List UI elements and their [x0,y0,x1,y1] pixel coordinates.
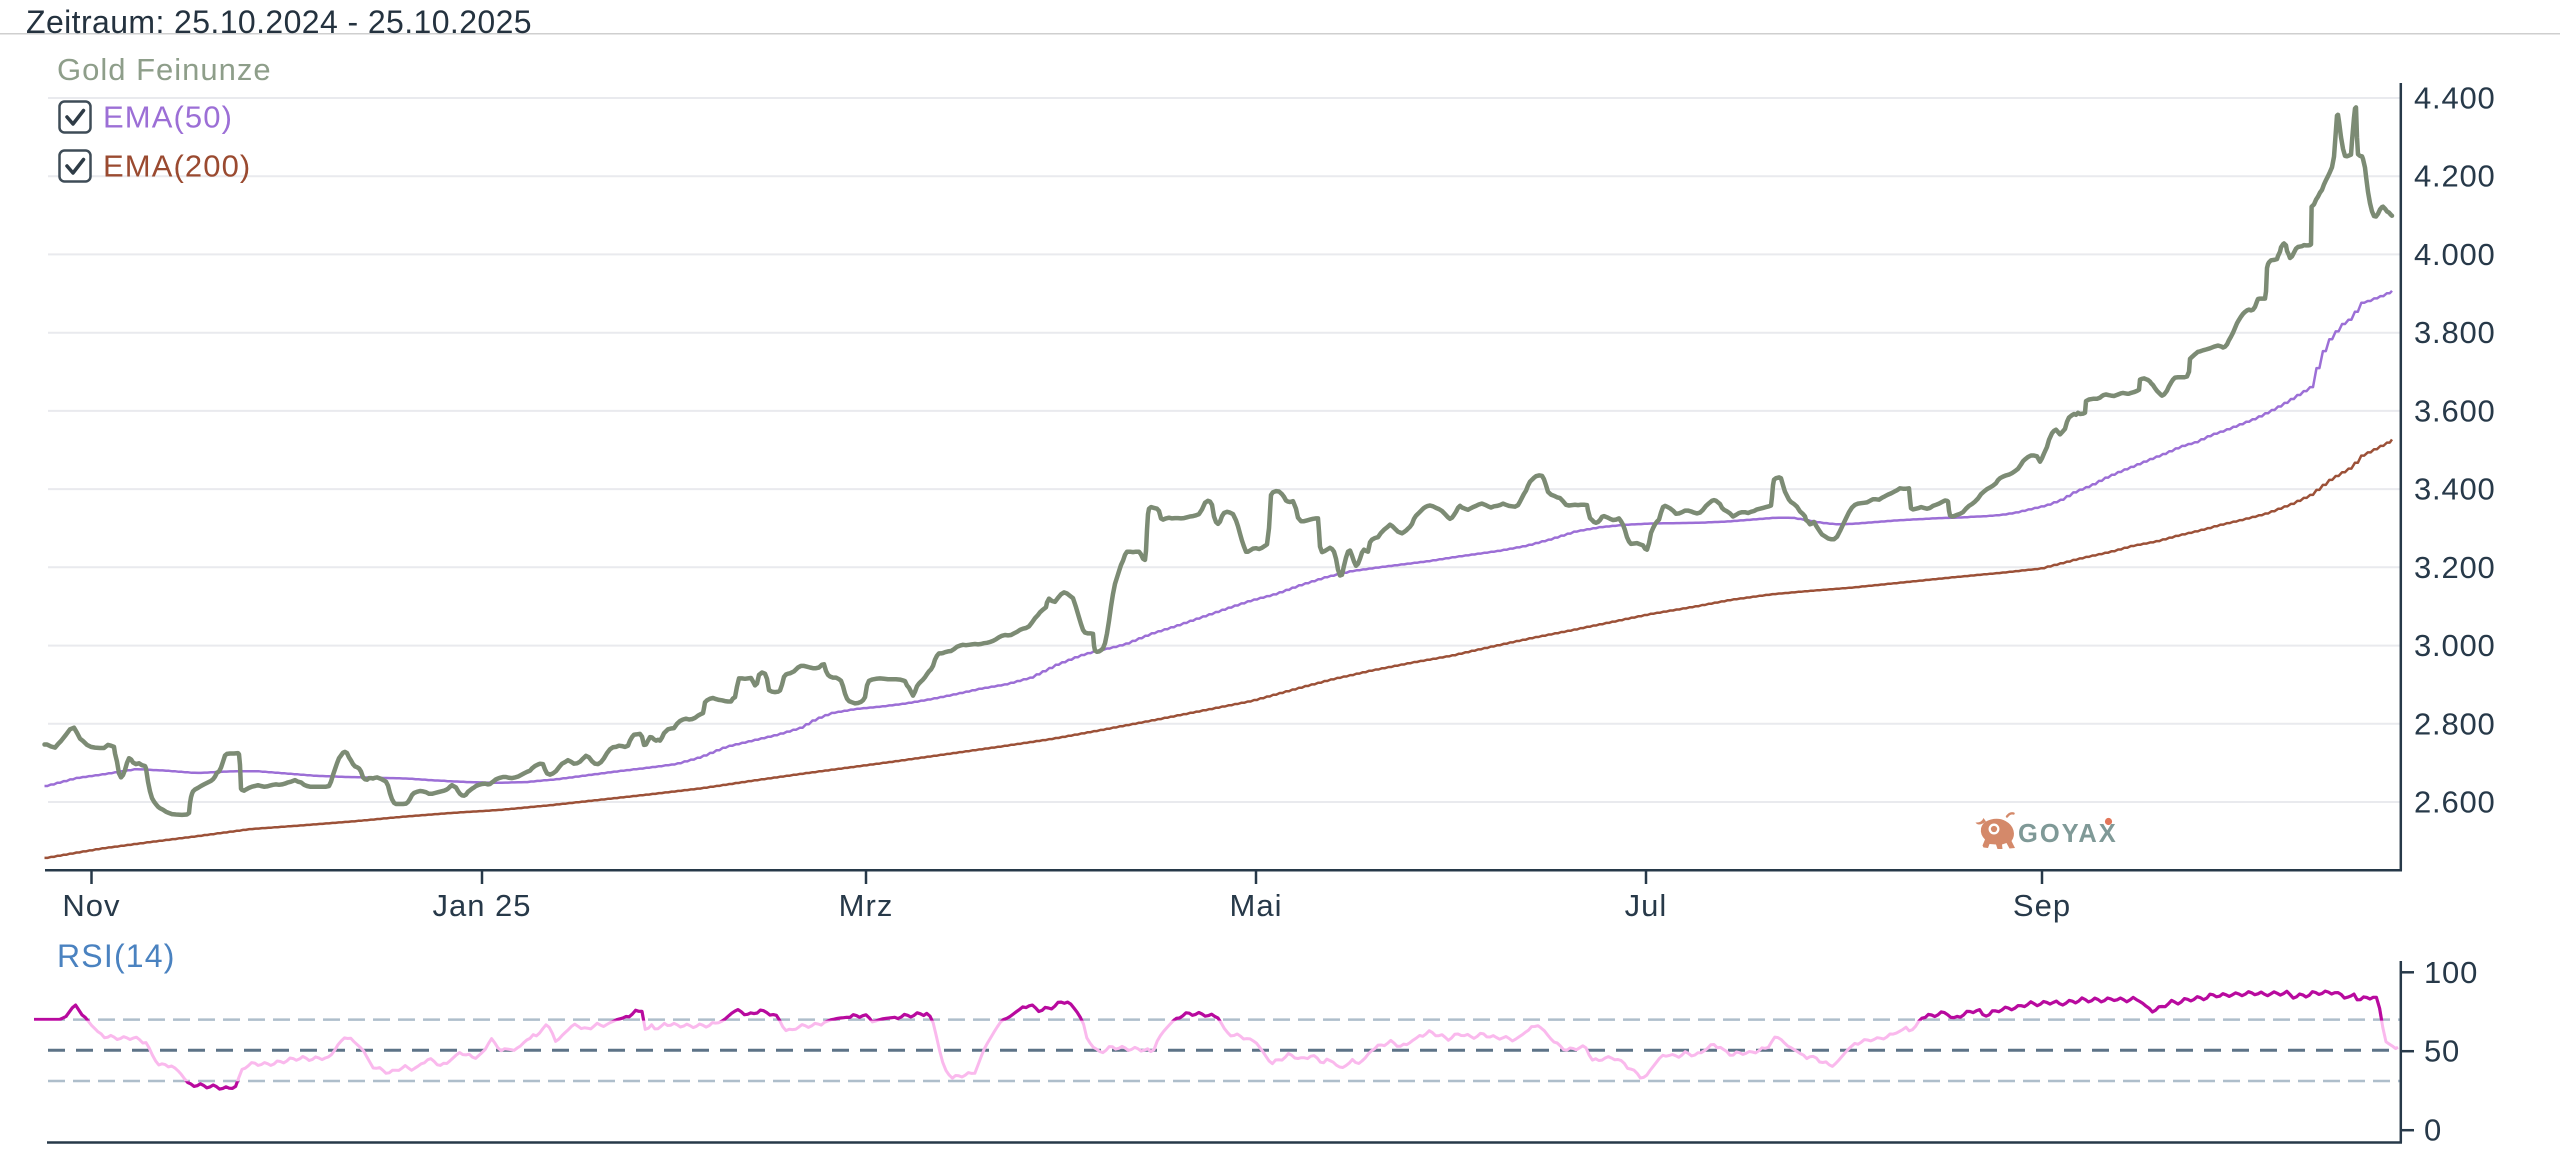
svg-text:EMA(200): EMA(200) [103,149,251,184]
svg-text:Mai: Mai [1230,888,1283,923]
svg-text:4.200: 4.200 [2414,159,2496,194]
svg-text:Sep: Sep [2013,888,2071,923]
svg-text:3.400: 3.400 [2414,472,2496,507]
svg-text:RSI(14): RSI(14) [57,938,176,974]
svg-text:Mrz: Mrz [839,888,894,923]
svg-text:Nov: Nov [62,888,120,923]
svg-text:3.600: 3.600 [2414,393,2496,428]
svg-text:50: 50 [2424,1034,2460,1069]
svg-text:2.600: 2.600 [2414,785,2496,820]
svg-text:0: 0 [2424,1113,2442,1148]
svg-text:EMA(50): EMA(50) [103,100,233,135]
svg-text:3.200: 3.200 [2414,550,2496,585]
svg-text:Zeitraum: 25.10.2024 - 25.10.2: Zeitraum: 25.10.2024 - 25.10.2025 [26,4,532,40]
svg-text:2.800: 2.800 [2414,706,2496,741]
svg-text:Jan 25: Jan 25 [432,888,531,923]
svg-text:3.800: 3.800 [2414,315,2496,350]
svg-text:Jul: Jul [1625,888,1668,923]
svg-text:3.000: 3.000 [2414,628,2496,663]
svg-text:100: 100 [2424,955,2478,990]
svg-text:4.400: 4.400 [2414,81,2496,116]
svg-text:Gold Feinunze: Gold Feinunze [57,52,272,87]
svg-text:GOYAX: GOYAX [2018,820,2118,848]
svg-text:4.000: 4.000 [2414,237,2496,272]
